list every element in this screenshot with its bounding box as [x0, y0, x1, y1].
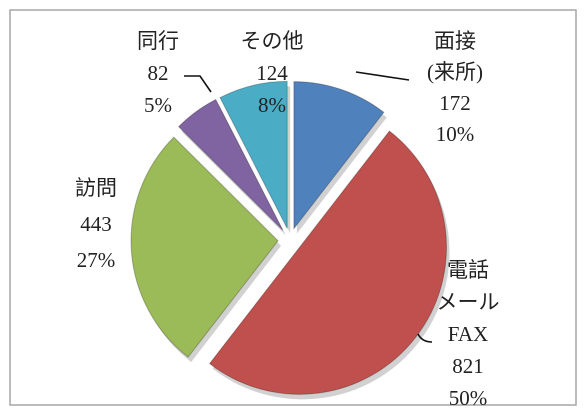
leader-line — [417, 333, 433, 343]
value-label: 82 — [148, 61, 169, 85]
value-label: 443 — [80, 212, 112, 236]
category-label: 面接(来所) — [427, 29, 483, 84]
percent-label: 5% — [144, 93, 172, 117]
slice — [130, 136, 279, 358]
slice — [293, 81, 385, 231]
value-label: 124 — [256, 61, 288, 85]
percent-label: 8% — [258, 93, 286, 117]
leader-line — [355, 71, 410, 81]
percent-label: 50% — [449, 386, 488, 410]
slice — [177, 98, 284, 231]
percent-label: 27% — [77, 248, 116, 272]
category-label: 同行 — [137, 29, 179, 53]
category-label: 訪問 — [75, 176, 117, 200]
slice — [219, 80, 288, 229]
slice — [208, 130, 447, 395]
category-label: その他 — [241, 29, 304, 53]
category-label: 電話メール FAX — [437, 258, 500, 346]
pie — [130, 80, 450, 400]
leader-line — [184, 75, 212, 93]
value-label: 821 — [452, 354, 484, 378]
percent-label: 10% — [436, 122, 475, 146]
value-label: 172 — [439, 91, 471, 115]
